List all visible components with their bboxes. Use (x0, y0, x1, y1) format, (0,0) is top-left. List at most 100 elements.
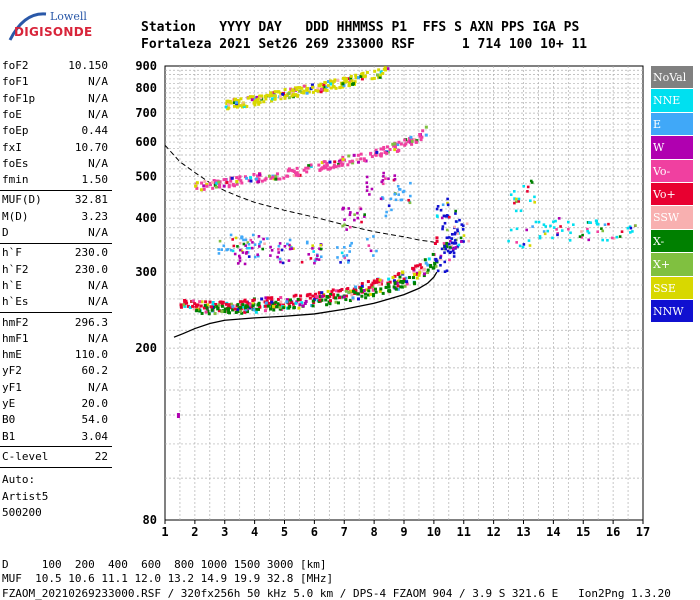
echo-point (302, 168, 306, 172)
electron-density-profile (173, 271, 438, 338)
echo-point (403, 138, 407, 142)
legend-item-ssw: SSW (651, 206, 693, 230)
echo-point (456, 245, 460, 248)
echo-point (248, 95, 252, 99)
echo-point (237, 306, 241, 310)
echo-point (313, 259, 317, 262)
file-info-row: FZAOM_20210269233000.RSF / 320fx256h 50 … (2, 587, 671, 600)
echo-point (421, 129, 425, 133)
param-row: yF1 N/A (0, 380, 112, 396)
echo-point (240, 181, 244, 185)
echo-point (347, 261, 350, 264)
echo-point (229, 302, 233, 306)
echo-point (270, 249, 274, 252)
echo-point (206, 309, 210, 313)
echo-point (297, 173, 301, 177)
echo-point (378, 289, 382, 293)
echo-point (581, 233, 584, 237)
param-name: foEs (2, 156, 29, 170)
echo-point (224, 105, 228, 109)
echo-point (342, 295, 346, 299)
echo-point (615, 235, 619, 239)
echo-point (439, 256, 442, 259)
echo-point (367, 289, 371, 293)
x-tick-label: 15 (576, 525, 590, 539)
echo-point (344, 294, 348, 298)
echo-point (308, 296, 312, 300)
echo-point (317, 291, 321, 295)
echo-point (454, 246, 458, 249)
echo-point (434, 258, 438, 261)
param-row: h`E N/A (0, 278, 112, 294)
echo-point (360, 294, 364, 298)
echo-point (270, 99, 274, 103)
echo-point (363, 292, 367, 296)
echo-point (443, 251, 446, 254)
echo-point (578, 235, 582, 238)
echo-point (329, 292, 333, 296)
echo-point (438, 257, 442, 261)
echo-point (259, 96, 263, 100)
echo-point (179, 305, 183, 309)
echo-point (319, 90, 323, 94)
echo-point (242, 103, 246, 107)
echo-point (317, 83, 321, 87)
echo-point (225, 248, 228, 252)
echo-point (331, 288, 335, 292)
echo-point (513, 197, 516, 200)
echo-point (507, 239, 510, 243)
echo-point (307, 253, 311, 256)
echo-point (246, 241, 250, 244)
echo-point (220, 304, 224, 308)
echo-point (531, 225, 534, 228)
echo-point (408, 137, 412, 141)
echo-point (243, 262, 247, 266)
echo-point (222, 244, 226, 248)
echo-point (342, 254, 345, 258)
echo-point (291, 89, 295, 93)
echo-point (408, 140, 412, 144)
legend-item-noval: NoVal (651, 66, 693, 90)
echo-point (297, 306, 301, 310)
echo-point (320, 161, 324, 165)
echo-point (345, 289, 349, 293)
echo-point (264, 301, 268, 305)
echo-point (247, 179, 251, 183)
echo-point (278, 306, 282, 310)
echo-point (431, 266, 435, 270)
echo-point (347, 81, 351, 85)
echo-point (248, 246, 251, 250)
echo-point (320, 291, 324, 295)
echo-point (332, 293, 336, 297)
echo-point (235, 105, 239, 109)
echo-point (586, 227, 589, 231)
echo-point (445, 236, 449, 240)
echo-point (295, 166, 299, 170)
echo-point (272, 308, 276, 312)
echo-point (240, 105, 244, 109)
echo-point (433, 261, 437, 265)
echo-point (424, 133, 428, 137)
echo-point (416, 264, 420, 268)
echo-point (454, 209, 457, 213)
isolated-echo-point (176, 413, 180, 419)
param-row: D N/A (0, 225, 112, 241)
echo-point (412, 271, 416, 275)
echo-point (397, 148, 401, 152)
echo-point (423, 258, 427, 262)
echo-point (305, 170, 309, 174)
echo-point (316, 254, 319, 258)
param-name: foF2 (2, 59, 29, 72)
echo-point (589, 221, 592, 225)
echo-point (295, 88, 299, 92)
x-tick-label: 7 (341, 525, 348, 539)
echo-point (441, 227, 444, 231)
echo-point (460, 223, 464, 226)
echo-point (269, 176, 273, 180)
auto-name: Artist5 (2, 489, 49, 503)
echo-point (369, 249, 373, 253)
echo-point (367, 286, 371, 290)
echo-point (274, 174, 278, 178)
echo-point (252, 308, 256, 312)
echo-point (424, 261, 428, 265)
